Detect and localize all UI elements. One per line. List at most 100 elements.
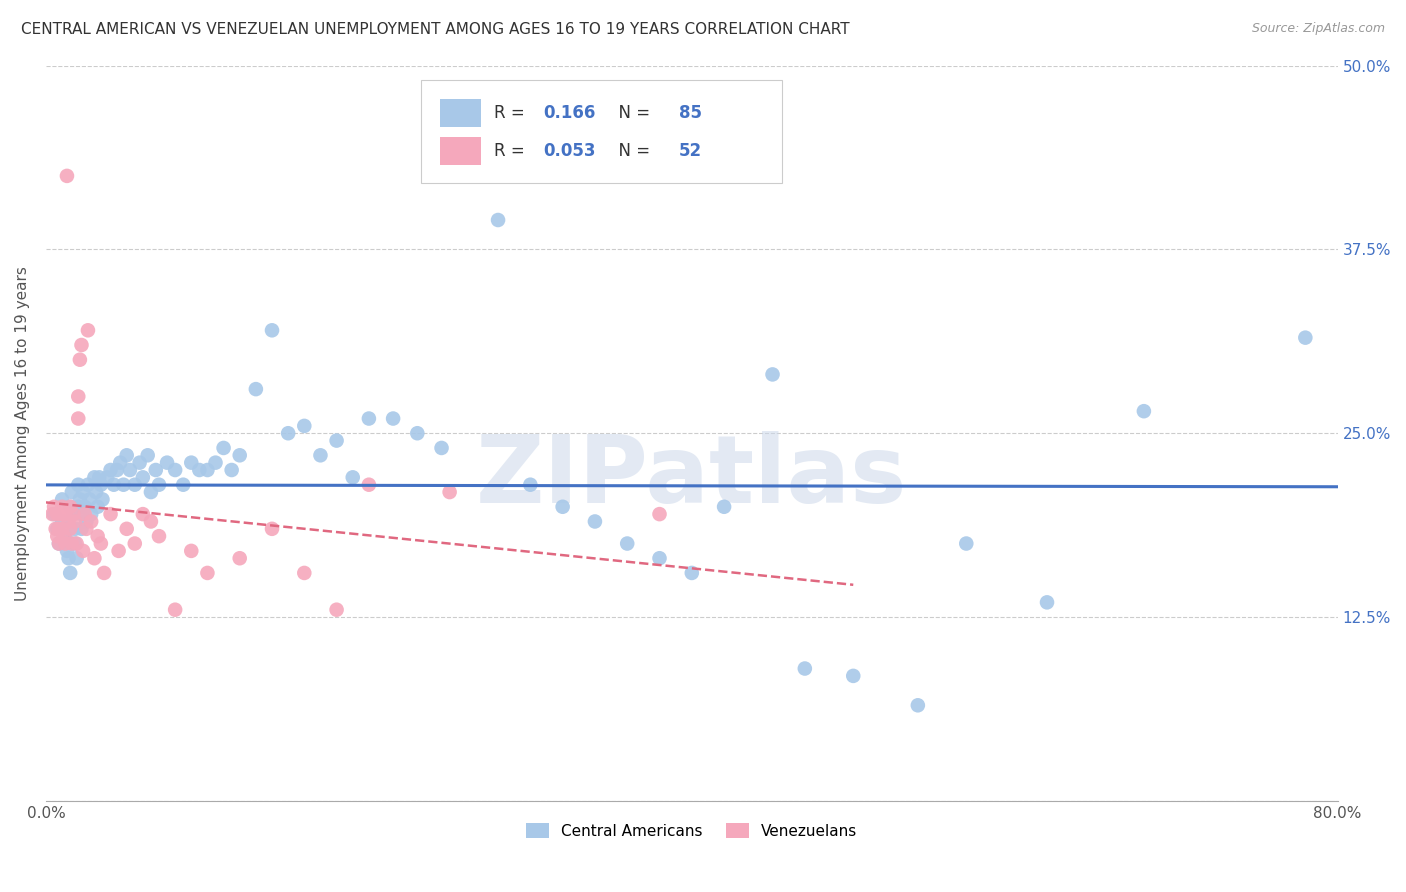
Point [67, 411, 90, 425]
Point [62, 507, 84, 521]
Point [89, 470, 111, 484]
Point [90, 477, 112, 491]
Point [145, 463, 167, 477]
Text: CENTRAL AMERICAN VS VENEZUELAN UNEMPLOYMENT AMONG AGES 16 TO 19 YEARS CORRELATIO: CENTRAL AMERICAN VS VENEZUELAN UNEMPLOYM… [21, 22, 849, 37]
Point [583, 515, 606, 529]
Point [77, 477, 100, 491]
Point [67, 500, 90, 514]
Text: N =: N = [607, 103, 655, 121]
Point [53, 529, 76, 543]
Point [59, 500, 82, 514]
Point [91, 492, 114, 507]
FancyBboxPatch shape [440, 137, 481, 165]
Point [53, 507, 76, 521]
Point [45, 522, 67, 536]
Point [212, 441, 235, 455]
Text: R =: R = [494, 103, 530, 121]
Point [60, 485, 83, 500]
Point [221, 463, 243, 477]
Point [93, 566, 115, 580]
Point [128, 456, 150, 470]
Text: 0.053: 0.053 [543, 142, 596, 160]
Point [59, 566, 82, 580]
Point [115, 522, 138, 536]
Point [260, 522, 283, 536]
Point [56, 169, 79, 183]
Point [761, 368, 783, 382]
Point [86, 500, 108, 514]
Point [197, 566, 219, 580]
Point [67, 477, 90, 491]
Point [955, 536, 977, 550]
Point [48, 536, 70, 550]
Point [51, 500, 73, 514]
Point [124, 536, 146, 550]
Point [83, 470, 105, 484]
Point [165, 603, 187, 617]
Point [56, 544, 79, 558]
Point [139, 515, 162, 529]
Point [70, 522, 93, 536]
Point [83, 551, 105, 566]
Point [67, 389, 90, 403]
Point [551, 500, 574, 514]
Point [63, 522, 86, 536]
Point [58, 551, 80, 566]
Point [115, 448, 138, 462]
Point [406, 426, 429, 441]
Point [48, 522, 70, 536]
Point [58, 515, 80, 529]
Point [1036, 595, 1059, 609]
Point [325, 434, 347, 448]
Point [52, 507, 75, 521]
Point [1294, 331, 1316, 345]
Point [75, 515, 97, 529]
Point [42, 507, 65, 521]
Point [70, 507, 93, 521]
Text: 52: 52 [679, 142, 702, 160]
Text: ZIPatlas: ZIPatlas [477, 432, 907, 524]
Point [52, 529, 75, 543]
FancyBboxPatch shape [420, 80, 782, 183]
Point [357, 411, 380, 425]
Point [188, 463, 211, 477]
Point [72, 544, 94, 558]
Point [180, 456, 202, 470]
Point [139, 485, 162, 500]
Point [325, 603, 347, 617]
Point [73, 507, 96, 521]
Point [66, 536, 89, 550]
Point [118, 463, 141, 477]
Point [59, 522, 82, 536]
Point [63, 536, 86, 550]
Y-axis label: Unemployment Among Ages 16 to 19 years: Unemployment Among Ages 16 to 19 years [15, 266, 30, 600]
Point [63, 515, 86, 529]
Text: 85: 85 [679, 103, 702, 121]
Point [180, 544, 202, 558]
Point [42, 500, 65, 514]
Point [110, 456, 132, 470]
Point [842, 669, 865, 683]
Point [103, 477, 125, 491]
Point [292, 418, 315, 433]
Point [107, 544, 129, 558]
Text: N =: N = [607, 142, 655, 160]
Point [309, 448, 332, 462]
Point [648, 551, 671, 566]
Point [46, 522, 69, 536]
Point [51, 492, 73, 507]
Point [382, 411, 405, 425]
Point [357, 477, 380, 491]
Point [132, 507, 155, 521]
Point [519, 477, 541, 491]
Point [616, 536, 638, 550]
Point [228, 551, 250, 566]
Point [66, 551, 89, 566]
Point [60, 536, 83, 550]
Point [100, 463, 122, 477]
Point [51, 522, 73, 536]
Point [75, 522, 97, 536]
Point [439, 485, 461, 500]
Point [907, 698, 929, 713]
Point [96, 470, 118, 484]
